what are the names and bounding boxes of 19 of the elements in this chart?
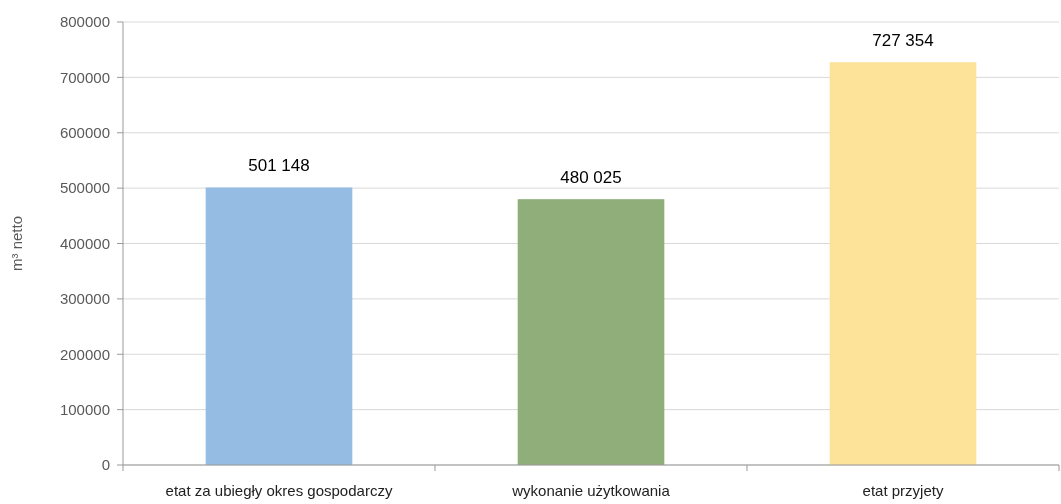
y-tick-label: 100000 [59,400,110,418]
bar [205,187,353,465]
data-label: 480 025 [560,168,622,188]
data-label: 727 354 [872,31,934,51]
x-tick-label: wykonanie użytkowania [511,482,671,499]
y-tick-label: 200000 [59,345,110,363]
y-tick-label: 700000 [59,68,110,86]
y-tick-label: 400000 [59,234,110,252]
y-tick-label: 300000 [59,290,110,308]
x-tick-label: etat przyjety [862,482,944,499]
bar [829,62,977,465]
bar [517,199,665,465]
y-tick-label: 800000 [59,13,110,31]
x-tick-label: etat za ubiegły okres gospodarczy [165,482,393,499]
y-axis-title: m³ netto [8,215,25,272]
y-tick-label: 600000 [59,124,110,141]
y-tick-label: 500000 [59,179,110,197]
y-tick-label: 0 [101,456,110,474]
data-label: 501 148 [248,156,310,176]
